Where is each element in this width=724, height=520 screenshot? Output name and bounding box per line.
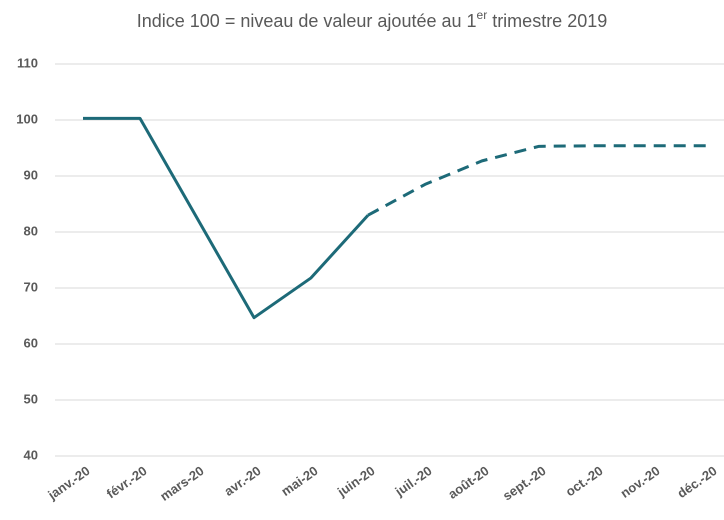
- x-tick-label: déc.-20: [674, 463, 719, 501]
- x-tick-label: mars-20: [157, 463, 206, 504]
- x-tick-label: mai-20: [278, 463, 320, 499]
- y-tick-label: 80: [24, 223, 38, 238]
- y-tick-label: 40: [24, 447, 38, 462]
- x-tick-label: févr.-20: [104, 463, 150, 501]
- title-part: Indice 100 = niveau de valeur ajoutée au…: [137, 11, 477, 31]
- title-superscript: er: [477, 8, 488, 22]
- x-tick-label: avr.-20: [221, 463, 263, 499]
- x-tick-label: juin-20: [334, 463, 378, 500]
- y-tick-label: 100: [16, 111, 38, 126]
- x-tick-label: sept.-20: [500, 463, 549, 503]
- x-tick-label: août-20: [445, 463, 491, 502]
- data-line: [83, 116, 370, 320]
- y-tick-label: 110: [17, 55, 38, 70]
- x-tick-label: oct.-20: [563, 463, 606, 499]
- x-tick-label: juil.-20: [392, 463, 435, 499]
- chart-title: Indice 100 = niveau de valeur ajoutée au…: [137, 8, 608, 31]
- y-tick-label: 60: [24, 335, 38, 350]
- y-tick-label: 50: [24, 391, 38, 406]
- y-tick-label: 70: [24, 279, 38, 294]
- data-line: [367, 144, 710, 217]
- x-tick-label: nov.-20: [618, 463, 663, 501]
- title-part: trimestre 2019: [487, 11, 607, 31]
- y-tick-label: 90: [24, 167, 38, 182]
- x-tick-label: janv.-20: [44, 463, 92, 503]
